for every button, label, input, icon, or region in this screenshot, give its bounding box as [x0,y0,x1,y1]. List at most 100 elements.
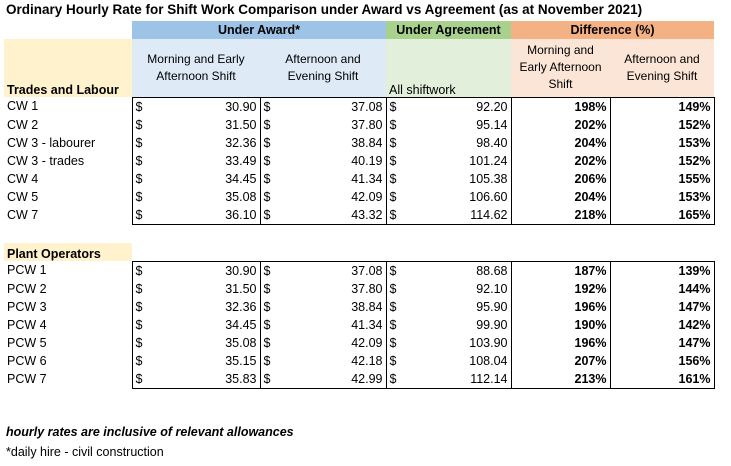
diff-afternoon-value: 156% [610,351,715,370]
currency-symbol: $ [259,169,280,188]
sheet-title: Ordinary Hourly Rate for Shift Work Comp… [6,2,643,17]
group-label-trades: Trades and Labour [4,39,132,97]
table-row: CW 5 $35.08 $42.09 $106.60 204% 153% [4,187,715,206]
table-row: CW 1 $30.90 $37.08 $92.20 198% 149% [4,96,715,116]
diff-afternoon-header: Afternoon and Evening Shift [610,39,714,97]
currency-symbol: $ [259,205,280,225]
diff-afternoon-value: 139% [610,260,715,280]
row-label: CW 4 [7,171,39,186]
table-row: PCW 1 $30.90 $37.08 $88.68 187% 139% [4,260,715,280]
currency-symbol: $ [131,351,152,370]
currency-symbol: $ [259,260,280,280]
award-afternoon-value: 38.84 [351,299,383,314]
currency-symbol: $ [259,279,280,298]
diff-afternoon-value: 142% [610,315,715,334]
currency-symbol: $ [259,333,280,352]
award-afternoon-value: 42.09 [351,335,383,350]
table-row: PCW 5 $35.08 $42.09 $103.90 196% 147% [4,333,715,352]
agreement-value: 112.14 [406,369,511,389]
diff-morning-value: 190% [510,315,611,334]
diff-morning-value: 202% [510,151,611,170]
diff-afternoon-value: 144% [610,279,715,298]
diff-morning-header: Morning and Early Afternoon Shift [511,39,610,97]
currency-symbol: $ [385,369,406,389]
currency-symbol: $ [131,260,152,280]
table-row: PCW 6 $35.15 $42.18 $108.04 207% 156% [4,351,715,370]
agreement-value: 101.24 [469,153,508,168]
footnote: *daily hire - civil construction [6,445,164,459]
row-label: CW 2 [7,117,39,132]
currency-symbol: $ [259,369,280,389]
row-label: PCW 6 [7,353,47,368]
currency-symbol: $ [385,260,406,280]
diff-afternoon-value: 152% [610,115,715,134]
row-label: CW 3 - labourer [7,135,96,150]
award-morning-value: 35.83 [152,369,260,389]
agreement-value: 114.62 [406,205,511,225]
award-morning-value: 34.45 [225,317,257,332]
currency-symbol: $ [259,115,280,134]
award-afternoon-value: 37.80 [351,281,383,296]
currency-symbol: $ [385,96,406,116]
diff-afternoon-value: 147% [610,297,715,316]
row-label: PCW 3 [7,299,47,314]
row-label: CW 7 [7,207,39,222]
diff-morning-value: 204% [510,187,611,206]
agreement-value: 99.90 [476,317,508,332]
award-afternoon-value: 42.09 [351,189,383,204]
group-label-filler [132,243,714,262]
currency-symbol: $ [131,297,152,316]
currency-symbol: $ [259,315,280,334]
award-morning-value: 31.50 [225,117,257,132]
currency-symbol: $ [131,333,152,352]
empty-corner [4,21,132,39]
diff-afternoon-value: 149% [610,96,715,116]
award-afternoon-value: 41.34 [351,317,383,332]
agreement-all-header: All shiftwork [386,39,511,97]
table-row: CW 3 - labourer $32.36 $38.84 $98.40 204% 153… [4,133,715,152]
table-row: CW 4 $34.45 $41.34 $105.38 206% 155% [4,169,715,188]
award-header: Under Award* [132,21,386,39]
diff-morning-value: 192% [510,279,611,298]
currency-symbol: $ [131,151,152,170]
row-label: PCW 1 [7,263,47,278]
table-row: PCW 4 $34.45 $41.34 $99.90 190% 142% [4,315,715,334]
award-afternoon-value: 42.18 [351,353,383,368]
diff-afternoon-value: 165% [610,205,715,225]
award-morning-value: 30.90 [152,96,260,116]
agreement-value: 103.90 [469,335,508,350]
diff-morning-value: 198% [510,96,611,116]
currency-symbol: $ [259,187,280,206]
agreement-value: 88.68 [406,260,511,280]
agreement-header: Under Agreement [386,21,511,39]
award-morning-value: 32.36 [225,135,257,150]
currency-symbol: $ [131,133,152,152]
currency-symbol: $ [131,187,152,206]
diff-morning-value: 196% [510,297,611,316]
row-label: CW 1 [7,99,39,114]
award-afternoon-value: 43.32 [280,205,386,225]
comparison-table: Under Award* Under Agreement Difference … [4,21,715,389]
award-afternoon-value: 37.08 [280,260,386,280]
agreement-value: 105.38 [469,171,508,186]
award-morning-value: 36.10 [152,205,260,225]
allowances-note: hourly rates are inclusive of relevant a… [6,425,294,439]
award-morning-value: 30.90 [152,260,260,280]
diff-afternoon-value: 147% [610,333,715,352]
row-label: CW 5 [7,189,39,204]
currency-symbol: $ [385,169,406,188]
diff-afternoon-value: 153% [610,133,715,152]
currency-symbol: $ [131,96,152,116]
currency-symbol: $ [259,151,280,170]
row-label: CW 3 - trades [7,153,85,168]
currency-symbol: $ [385,187,406,206]
diff-afternoon-value: 155% [610,169,715,188]
award-afternoon-value: 42.99 [280,369,386,389]
group-label-plant: Plant Operators [4,242,132,261]
diff-morning-value: 187% [510,260,611,280]
currency-symbol: $ [385,133,406,152]
currency-symbol: $ [385,315,406,334]
group-header-row: Under Award* Under Agreement Difference … [4,21,714,39]
agreement-value: 95.90 [476,299,508,314]
currency-symbol: $ [259,96,280,116]
